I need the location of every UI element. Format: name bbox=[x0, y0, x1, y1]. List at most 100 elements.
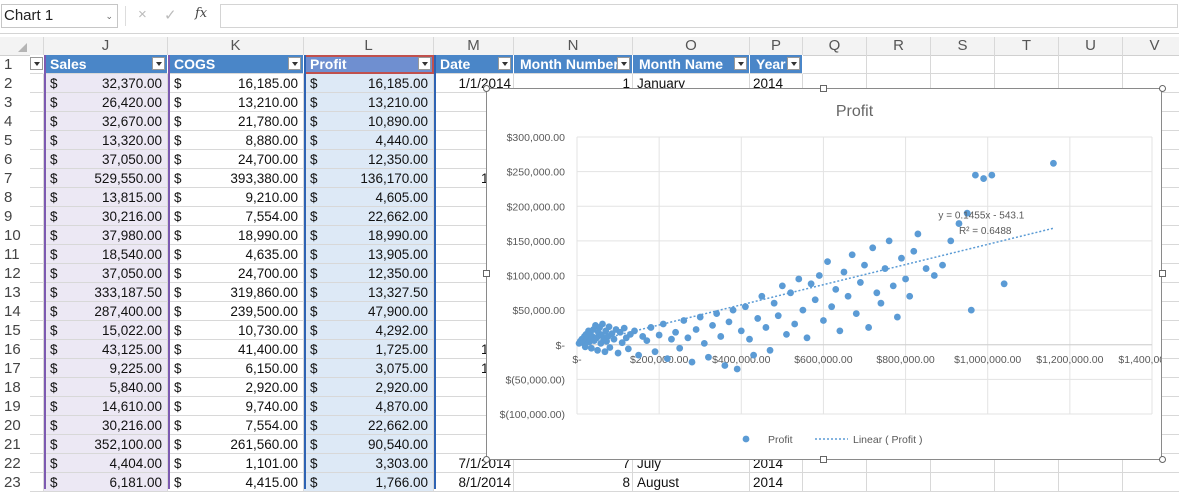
table-cell-profit[interactable]: $1,766.00 bbox=[304, 473, 434, 492]
column-header-o[interactable]: O bbox=[633, 37, 750, 55]
empty-cell[interactable] bbox=[1123, 55, 1179, 74]
table-cell-cogs[interactable]: $7,554.00 bbox=[168, 416, 304, 435]
row-header[interactable]: 8 bbox=[4, 189, 13, 206]
table-cell[interactable] bbox=[30, 131, 44, 150]
row-header[interactable]: 17 bbox=[4, 360, 21, 377]
table-cell[interactable] bbox=[30, 302, 44, 321]
empty-cell[interactable] bbox=[867, 454, 931, 473]
empty-cell[interactable] bbox=[1123, 454, 1179, 473]
row-header[interactable]: 19 bbox=[4, 398, 21, 415]
table-cell-date[interactable]: 1/1/2014 bbox=[434, 74, 514, 93]
table-cell-date[interactable]: 8/1/2014 bbox=[434, 473, 514, 492]
row-header[interactable]: 2 bbox=[4, 75, 13, 92]
table-cell-profit[interactable]: $1,725.00 bbox=[304, 340, 434, 359]
chart-resize-handle[interactable] bbox=[1159, 85, 1166, 92]
filter-dropdown-icon[interactable] bbox=[288, 57, 301, 70]
table-cell-cogs[interactable]: $1,101.00 bbox=[168, 454, 304, 473]
column-header-t[interactable]: T bbox=[995, 37, 1059, 55]
table-cell-profit[interactable]: $18,990.00 bbox=[304, 226, 434, 245]
row-header[interactable]: 20 bbox=[4, 417, 21, 434]
table-cell-month-number[interactable]: 8 bbox=[514, 473, 633, 492]
profit-chart[interactable]: Profit $300,000.00 $250,000.00 $200,000.00 $… bbox=[486, 88, 1179, 460]
table-cell-cogs[interactable]: $393,380.00 bbox=[168, 169, 304, 188]
empty-cell[interactable] bbox=[867, 55, 931, 74]
table-cell-cogs[interactable]: $10,730.00 bbox=[168, 321, 304, 340]
empty-cell[interactable] bbox=[995, 55, 1059, 74]
table-cell-cogs[interactable]: $9,740.00 bbox=[168, 397, 304, 416]
empty-cell[interactable] bbox=[867, 473, 931, 492]
table-cell[interactable] bbox=[30, 283, 44, 302]
filter-dropdown-icon[interactable] bbox=[734, 57, 747, 70]
table-cell-sales[interactable]: $13,815.00 bbox=[44, 188, 168, 207]
filter-button[interactable] bbox=[30, 55, 44, 74]
table-cell-sales[interactable]: $333,187.50 bbox=[44, 283, 168, 302]
filter-dropdown-icon[interactable] bbox=[617, 57, 630, 70]
chart-resize-handle[interactable] bbox=[483, 85, 490, 92]
table-cell[interactable] bbox=[30, 207, 44, 226]
table-cell-cogs[interactable]: $6,150.00 bbox=[168, 359, 304, 378]
chart-resize-handle[interactable] bbox=[1159, 456, 1166, 463]
table-cell-profit[interactable]: $4,870.00 bbox=[304, 397, 434, 416]
row-header[interactable]: 1 bbox=[4, 56, 13, 73]
table-cell-profit[interactable]: $10,890.00 bbox=[304, 112, 434, 131]
table-cell-cogs[interactable]: $261,560.00 bbox=[168, 435, 304, 454]
column-header-p[interactable]: P bbox=[750, 37, 803, 55]
table-cell-cogs[interactable]: $2,920.00 bbox=[168, 378, 304, 397]
table-cell-year[interactable]: 2014 bbox=[750, 473, 803, 492]
column-header-n[interactable]: N bbox=[514, 37, 633, 55]
table-cell-sales[interactable]: $14,610.00 bbox=[44, 397, 168, 416]
cancel-icon[interactable]: × bbox=[138, 6, 147, 23]
table-cell-cogs[interactable]: $18,990.00 bbox=[168, 226, 304, 245]
table-header-sales[interactable]: Sales bbox=[44, 55, 168, 74]
table-cell[interactable] bbox=[30, 226, 44, 245]
column-header[interactable] bbox=[30, 37, 44, 55]
filter-dropdown-icon[interactable] bbox=[498, 57, 511, 70]
table-cell-profit[interactable]: $4,292.00 bbox=[304, 321, 434, 340]
table-cell-sales[interactable]: $5,840.00 bbox=[44, 378, 168, 397]
empty-cell[interactable] bbox=[803, 454, 867, 473]
column-header-l[interactable]: L bbox=[304, 37, 434, 55]
table-cell-sales[interactable]: $9,225.00 bbox=[44, 359, 168, 378]
row-header[interactable]: 9 bbox=[4, 208, 13, 225]
table-cell-cogs[interactable]: $13,210.00 bbox=[168, 93, 304, 112]
table-cell-profit[interactable]: $4,605.00 bbox=[304, 188, 434, 207]
filter-dropdown-icon[interactable] bbox=[787, 57, 800, 70]
table-cell-sales[interactable]: $26,420.00 bbox=[44, 93, 168, 112]
table-cell[interactable] bbox=[30, 473, 44, 492]
column-header-v[interactable]: V bbox=[1123, 37, 1179, 55]
table-cell-profit[interactable]: $3,075.00 bbox=[304, 359, 434, 378]
table-cell-profit[interactable]: $90,540.00 bbox=[304, 435, 434, 454]
table-cell-sales[interactable]: $529,550.00 bbox=[44, 169, 168, 188]
table-cell-profit[interactable]: $4,440.00 bbox=[304, 131, 434, 150]
row-header[interactable]: 13 bbox=[4, 284, 21, 301]
table-cell-profit[interactable]: $16,185.00 bbox=[304, 74, 434, 93]
empty-cell[interactable] bbox=[803, 55, 867, 74]
table-cell-profit[interactable]: $3,303.00 bbox=[304, 454, 434, 473]
row-header[interactable]: 10 bbox=[4, 227, 21, 244]
row-header[interactable]: 12 bbox=[4, 265, 21, 282]
table-cell-profit[interactable]: $2,920.00 bbox=[304, 378, 434, 397]
table-cell-cogs[interactable]: $319,860.00 bbox=[168, 283, 304, 302]
table-cell-profit[interactable]: $12,350.00 bbox=[304, 264, 434, 283]
empty-cell[interactable] bbox=[931, 473, 995, 492]
table-header-cogs[interactable]: COGS bbox=[168, 55, 304, 74]
empty-cell[interactable] bbox=[931, 55, 995, 74]
table-header-month-number[interactable]: Month Number bbox=[514, 55, 633, 74]
table-cell-profit[interactable]: $13,905.00 bbox=[304, 245, 434, 264]
filter-dropdown-icon[interactable] bbox=[418, 57, 431, 70]
table-cell-sales[interactable]: $15,022.00 bbox=[44, 321, 168, 340]
table-cell-profit[interactable]: $12,350.00 bbox=[304, 150, 434, 169]
table-cell-cogs[interactable]: $16,185.00 bbox=[168, 74, 304, 93]
row-header[interactable]: 23 bbox=[4, 474, 21, 491]
table-cell[interactable] bbox=[30, 397, 44, 416]
insert-function-icon[interactable]: fx bbox=[195, 6, 208, 21]
row-header[interactable]: 11 bbox=[4, 246, 20, 263]
table-cell-cogs[interactable]: $4,415.00 bbox=[168, 473, 304, 492]
table-cell-sales[interactable]: $13,320.00 bbox=[44, 131, 168, 150]
table-cell-sales[interactable]: $43,125.00 bbox=[44, 340, 168, 359]
column-header-q[interactable]: Q bbox=[803, 37, 867, 55]
table-cell[interactable] bbox=[30, 359, 44, 378]
row-header[interactable]: 5 bbox=[4, 132, 13, 149]
table-cell-sales[interactable]: $32,370.00 bbox=[44, 74, 168, 93]
table-cell[interactable] bbox=[30, 454, 44, 473]
